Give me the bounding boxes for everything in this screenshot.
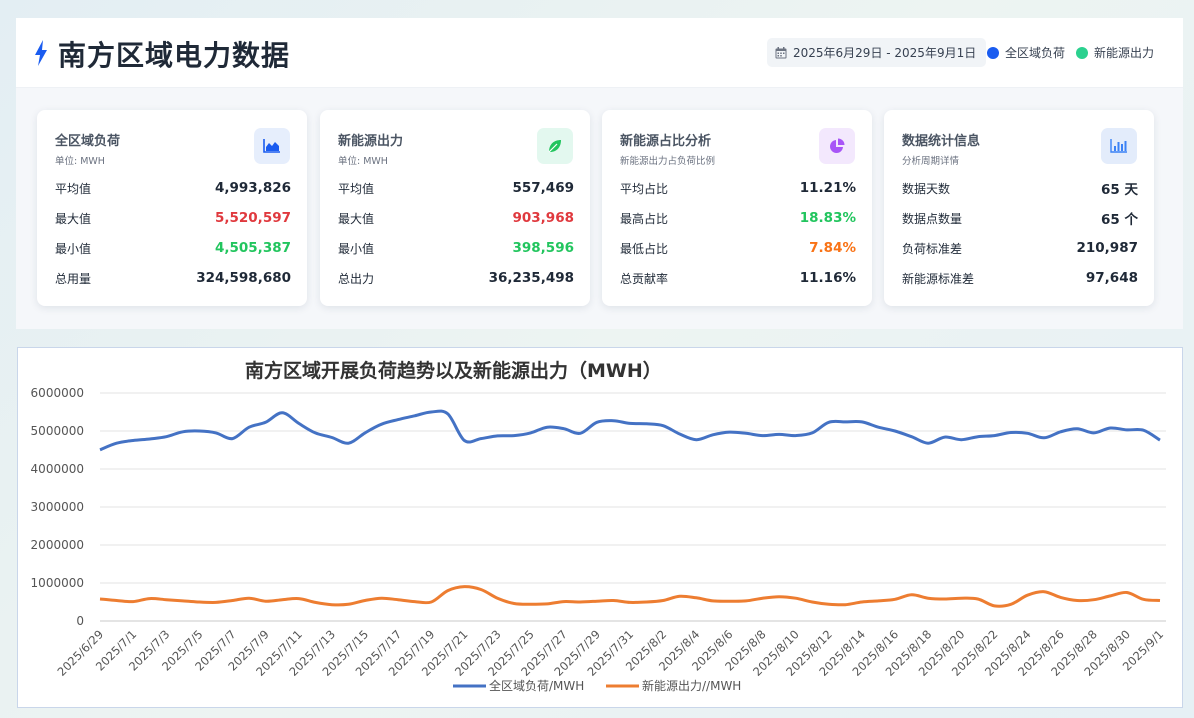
legend-dot-green xyxy=(1076,46,1088,59)
stat-row: 新能源标准差 97,648 xyxy=(902,268,1138,288)
stat-label: 最高占比 xyxy=(620,211,669,226)
card-title: 新能源出力 xyxy=(338,134,404,149)
stat-label: 数据点数量 xyxy=(902,211,963,226)
summary-panel: 南方区域电力数据 2025年6月29日 - 2025年9月1日 全区域负荷 新能… xyxy=(16,18,1183,329)
stat-label: 最大值 xyxy=(55,211,92,226)
card-renewable-share: 新能源占比分析 新能源出力占负荷比例 平均占比 11.21% 最高占比 18.83%… xyxy=(602,110,872,306)
stat-row: 平均值 4,993,826 xyxy=(55,178,291,198)
stat-label: 最大值 xyxy=(338,211,375,226)
card-title: 全区域负荷 xyxy=(55,134,121,149)
stat-value: 7.84% xyxy=(809,240,856,256)
header: 南方区域电力数据 2025年6月29日 - 2025年9月1日 全区域负荷 新能… xyxy=(16,18,1183,88)
stat-label: 最低占比 xyxy=(620,241,669,256)
y-tick-label: 6000000 xyxy=(31,386,84,400)
stat-row: 平均占比 11.21% xyxy=(620,178,856,198)
series-line-renewable xyxy=(99,585,1161,608)
stat-value: 4,505,387 xyxy=(214,240,291,256)
card-total-load: 全区域负荷 单位: MWH 平均值 4,993,826 最大值 5,520,597 … xyxy=(37,110,307,306)
legend-label-renewable: 新能源出力 xyxy=(1094,46,1155,60)
stat-label: 数据天数 xyxy=(902,181,951,196)
card-title: 数据统计信息 xyxy=(902,134,981,149)
stat-value: 18.83% xyxy=(799,210,856,226)
stat-value: 4,993,826 xyxy=(214,180,291,196)
x-tick-label: 2025/6/29 xyxy=(55,627,107,679)
trend-chart-panel: 南方区域开展负荷趋势以及新能源出力（MWH） 0 1000000 2000000 300… xyxy=(17,347,1183,708)
stat-value: 36,235,498 xyxy=(488,270,574,286)
legend-dot-blue xyxy=(987,46,999,59)
stat-value: 210,987 xyxy=(1076,240,1139,256)
calendar-icon xyxy=(775,46,787,58)
stat-label: 平均值 xyxy=(55,181,92,196)
y-tick-label: 3000000 xyxy=(31,500,84,514)
card-title: 新能源占比分析 xyxy=(620,134,712,149)
stat-row: 总出力 36,235,498 xyxy=(338,268,574,288)
stat-value: 65 个 xyxy=(1101,212,1138,228)
stat-value: 97,648 xyxy=(1085,270,1138,286)
legend-label: 新能源出力//MWH xyxy=(642,678,741,693)
chart-title: 南方区域开展负荷趋势以及新能源出力（MWH） xyxy=(245,359,662,382)
date-range-badge[interactable]: 2025年6月29日 - 2025年9月1日 xyxy=(767,38,987,67)
legend-label-load: 全区域负荷 xyxy=(1005,46,1066,60)
bar-chart-icon xyxy=(1101,128,1137,164)
series-line-load xyxy=(99,409,1161,452)
stat-value: 5,520,597 xyxy=(214,210,291,226)
stat-value: 11.21% xyxy=(799,180,856,196)
legend-item-load: 全区域负荷 xyxy=(987,38,1065,67)
stat-label: 总用量 xyxy=(55,271,92,286)
y-tick-label: 2000000 xyxy=(31,538,84,552)
stat-label: 总贡献率 xyxy=(620,271,669,286)
y-tick-label: 1000000 xyxy=(31,576,84,590)
stat-row: 最低占比 7.84% xyxy=(620,238,856,258)
stat-row: 最大值 5,520,597 xyxy=(55,208,291,228)
stat-label: 总出力 xyxy=(338,271,375,286)
card-subtitle: 分析周期详情 xyxy=(902,156,960,167)
stat-label: 平均值 xyxy=(338,181,375,196)
stat-value: 65 天 xyxy=(1101,182,1138,198)
stat-row: 数据天数 65 天 xyxy=(902,178,1138,199)
card-subtitle: 新能源出力占负荷比例 xyxy=(620,156,716,167)
y-tick-label: 4000000 xyxy=(31,462,84,476)
area-chart-icon xyxy=(254,128,290,164)
y-tick-label: 5000000 xyxy=(31,424,84,438)
stat-label: 负荷标准差 xyxy=(902,241,963,256)
stat-row: 平均值 557,469 xyxy=(338,178,574,198)
legend-label: 全区域负荷/MWH xyxy=(489,678,584,693)
stat-row: 负荷标准差 210,987 xyxy=(902,238,1138,258)
legend-item-renewable: 新能源出力 xyxy=(1076,38,1154,67)
date-range-text: 2025年6月29日 - 2025年9月1日 xyxy=(793,46,977,60)
stat-value: 324,598,680 xyxy=(196,270,291,286)
stat-row: 总用量 324,598,680 xyxy=(55,268,291,288)
card-subtitle: 单位: MWH xyxy=(55,156,105,167)
stat-value: 11.16% xyxy=(799,270,856,286)
stat-value: 903,968 xyxy=(512,210,575,226)
lightning-bolt-icon xyxy=(35,40,47,66)
stat-label: 新能源标准差 xyxy=(902,271,975,286)
page-title: 南方区域电力数据 xyxy=(58,39,291,72)
stat-value: 557,469 xyxy=(512,180,575,196)
y-tick-label: 0 xyxy=(76,614,84,628)
card-statistics-info: 数据统计信息 分析周期详情 数据天数 65 天 数据点数量 65 个 负荷标准差 21… xyxy=(884,110,1154,306)
stat-label: 最小值 xyxy=(55,241,92,256)
pie-chart-icon xyxy=(819,128,855,164)
stat-row: 最小值 398,596 xyxy=(338,238,574,258)
stat-row: 最高占比 18.83% xyxy=(620,208,856,228)
stat-label: 最小值 xyxy=(338,241,375,256)
card-subtitle: 单位: MWH xyxy=(338,156,388,167)
leaf-icon xyxy=(537,128,573,164)
stat-row: 最大值 903,968 xyxy=(338,208,574,228)
stat-value: 398,596 xyxy=(512,240,575,256)
stat-row: 数据点数量 65 个 xyxy=(902,208,1138,229)
trend-chart: 南方区域开展负荷趋势以及新能源出力（MWH） 0 1000000 2000000 300… xyxy=(31,359,1167,693)
stat-label: 平均占比 xyxy=(620,181,669,196)
card-renewable-output: 新能源出力 单位: MWH 平均值 557,469 最大值 903,968 最小值 3… xyxy=(320,110,590,306)
stat-row: 总贡献率 11.16% xyxy=(620,268,856,288)
stat-row: 最小值 4,505,387 xyxy=(55,238,291,258)
